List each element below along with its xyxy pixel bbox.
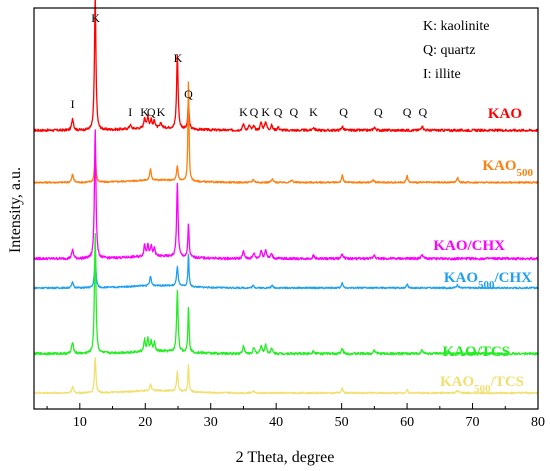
peak-label-k: K: [239, 105, 248, 119]
peak-label-q: Q: [147, 105, 156, 119]
series-label-3: KAO500/CHX: [444, 270, 532, 291]
x-axis-title: 2 Theta, degree: [236, 449, 335, 466]
series-line-1: [33, 81, 539, 184]
peak-label-q: Q: [403, 105, 412, 119]
peak-label-i: I: [128, 105, 132, 119]
peak-label-k: K: [91, 11, 100, 25]
series-label-2: KAO/CHX: [433, 238, 505, 254]
peak-label-q: Q: [339, 105, 348, 119]
series-line-4: [33, 232, 539, 356]
x-tick-label: 80: [531, 415, 545, 430]
peak-label-q: Q: [418, 105, 427, 119]
peak-label-q: Q: [184, 87, 193, 101]
series-label-0: KAO: [488, 106, 522, 122]
y-axis-title: Intensity, a.u.: [7, 167, 24, 253]
x-tick-label: 20: [138, 415, 152, 430]
series-label-4: KAO/TCS: [442, 344, 510, 360]
x-tick-label: 40: [269, 415, 283, 430]
series-line-2: [33, 129, 539, 261]
peak-label-k: K: [261, 105, 270, 119]
series-label-1: KAO500: [482, 158, 533, 179]
legend-entry: I: illite: [423, 67, 461, 82]
series-label-5: KAO500/TCS: [440, 374, 524, 395]
plot-area: [33, 0, 539, 395]
peak-label-q: Q: [274, 105, 283, 119]
peak-label-q: Q: [250, 105, 259, 119]
peak-label-k: K: [174, 51, 183, 65]
peak-label-q: Q: [374, 105, 383, 119]
x-tick-label: 30: [204, 415, 218, 430]
series-line-0: [33, 0, 539, 133]
axes: 10 20 30 40 50 60 70 80: [33, 7, 545, 430]
plot-frame: [33, 7, 539, 410]
legend-entry: K: kaolinite: [423, 19, 490, 34]
peak-label-k: K: [309, 105, 318, 119]
x-tick-label: 50: [335, 415, 349, 430]
x-tick-label: 10: [73, 415, 87, 430]
series-labels: KAO KAO500 KAO/CHX KAO500/CHX KAO/TCS KAO500/…: [433, 106, 533, 395]
peak-label-i: I: [71, 97, 75, 111]
peak-label-k: K: [140, 105, 149, 119]
x-tick-label: 60: [400, 415, 414, 430]
x-tick-label: 70: [466, 415, 480, 430]
legend-entry: Q: quartz: [423, 43, 475, 58]
series-line-5: [33, 357, 539, 395]
legend: K: kaolinite Q: quartz I: illite: [423, 19, 490, 82]
peak-label-q: Q: [290, 105, 299, 119]
series-line-3: [33, 253, 539, 290]
peak-label-k: K: [157, 105, 166, 119]
